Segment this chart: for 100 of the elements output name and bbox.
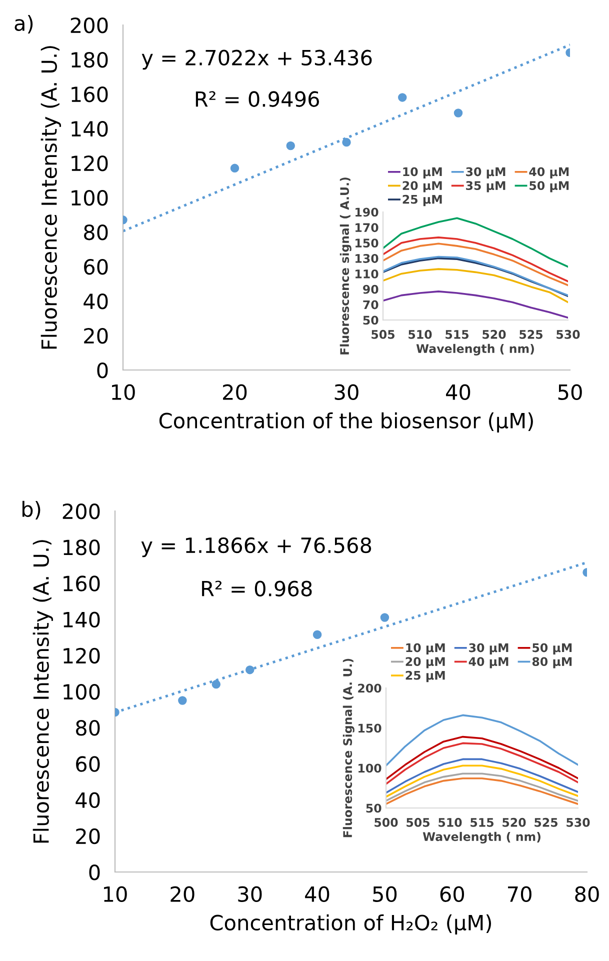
point: [454, 108, 463, 118]
y-tick-label: 160: [64, 576, 100, 592]
point: [398, 93, 407, 102]
line-series: [383, 268, 568, 304]
y-tick-label: 40: [84, 293, 108, 310]
y-tick-label: 130: [356, 254, 378, 263]
line-series: [383, 217, 568, 268]
y-tick-label: 70: [363, 300, 378, 310]
x-tick-label: 520: [482, 330, 506, 339]
x-tick-label: 505: [406, 818, 430, 827]
x-tick-label: 50: [373, 886, 397, 902]
x-tick-label: 30: [238, 886, 262, 902]
y-tick-label: 0: [97, 362, 108, 378]
x-tick-label: 10: [104, 886, 127, 902]
chart-title: b): [22, 500, 40, 520]
legend-label: 40 μM: [468, 657, 508, 668]
legend-label: 25 μM: [406, 670, 445, 682]
line-series: [383, 236, 568, 282]
annotation: y = 2.7022x + 53.436: [142, 50, 372, 70]
y-tick-label: 200: [62, 503, 100, 520]
line-series: [386, 777, 578, 805]
legend-label: 30 μM: [469, 643, 508, 654]
y-tick-label: 200: [358, 684, 382, 693]
x-tick-label: 500: [374, 818, 398, 827]
legend-label: 20 μM: [406, 657, 445, 668]
x-tick-label: 530: [556, 330, 580, 339]
y-tick-label: 60: [84, 258, 108, 275]
line-series: [386, 772, 578, 802]
annotation: R² = 0.968: [202, 580, 312, 596]
y-tick-label: 100: [358, 764, 382, 773]
legend-label: 80 μM: [532, 657, 572, 668]
point: [245, 665, 254, 674]
y-tick-label: 90: [363, 284, 378, 294]
x-tick-label: 505: [372, 330, 394, 339]
line-series: [386, 758, 578, 794]
y-tick-label: 150: [358, 724, 382, 733]
legend-label: 10 μM: [403, 167, 442, 178]
x-axis-title: Wavelength ( nm): [416, 344, 534, 356]
point: [380, 613, 390, 622]
legend-label: 35 μM: [466, 181, 506, 192]
legend-label: 40 μM: [529, 167, 569, 178]
annotation: y = 1.1866x + 76.568: [141, 537, 372, 558]
y-tick-label: 80: [84, 224, 108, 240]
x-tick-label: 70: [508, 886, 532, 902]
x-tick-label: 80: [575, 886, 599, 902]
line-series: [386, 714, 578, 767]
point: [286, 141, 295, 150]
y-tick-label: 110: [356, 269, 378, 278]
x-tick-label: 530: [566, 818, 590, 827]
y-tick-label: 140: [64, 612, 100, 628]
y-tick-label: 160: [72, 86, 108, 102]
y-axis-title: Fluorescence Intensity (A. U.): [32, 540, 54, 843]
legend-label: 25 μM: [402, 194, 442, 206]
x-tick-label: 520: [502, 818, 526, 827]
x-tick-label: 40: [446, 384, 470, 400]
x-tick-label: 40: [305, 886, 330, 902]
legend-label: 50 μM: [532, 643, 572, 654]
point: [342, 138, 351, 147]
x-tick-label: 60: [440, 886, 464, 902]
y-tick-label: 100: [72, 190, 108, 206]
x-tick-label: 510: [408, 330, 432, 339]
x-tick-label: 510: [438, 818, 462, 827]
y-tick-label: 50: [366, 804, 382, 813]
y-tick-label: 150: [356, 238, 378, 248]
line-series: [386, 764, 578, 798]
x-tick-label: 20: [170, 886, 194, 902]
y-tick-label: 120: [72, 155, 108, 172]
y-tick-label: 60: [76, 756, 100, 772]
y-tick-label: 170: [356, 223, 378, 232]
x-tick-label: 525: [534, 818, 558, 827]
annotation: R² = 0.9496: [196, 91, 319, 107]
x-tick-label: 515: [446, 330, 468, 339]
x-axis-title: Concentration of the biosensor (μM): [159, 412, 533, 433]
x-tick-label: 20: [223, 384, 247, 400]
y-tick-label: 50: [363, 316, 378, 325]
legend-label: 10 μM: [406, 643, 445, 654]
y-tick-label: 80: [76, 720, 100, 736]
x-tick-label: 50: [558, 384, 582, 400]
y-tick-label: 120: [64, 648, 100, 664]
y-axis-title: Fluorescence Signal (A. U.): [342, 658, 354, 838]
x-axis-title: Concentration of H₂O₂ (μM): [210, 914, 491, 935]
line-series: [386, 742, 578, 785]
legend-label: 30 μM: [466, 167, 506, 178]
x-tick-label: 10: [112, 384, 135, 400]
y-tick-label: 200: [70, 17, 108, 34]
line-series: [386, 736, 578, 780]
point: [212, 680, 221, 689]
chart-title: a): [14, 14, 33, 34]
x-tick-label: 525: [520, 330, 542, 339]
y-tick-label: 0: [89, 864, 100, 880]
y-tick-label: 180: [72, 52, 108, 68]
point: [178, 696, 187, 705]
y-tick-label: 100: [64, 684, 100, 700]
y-tick-label: 20: [76, 828, 100, 844]
x-tick-label: 515: [470, 818, 494, 827]
x-tick-label: 30: [334, 384, 358, 400]
y-tick-label: 180: [64, 540, 100, 556]
line-series: [383, 242, 568, 286]
y-tick-label: 190: [356, 208, 378, 217]
y-tick-label: 140: [72, 120, 108, 137]
